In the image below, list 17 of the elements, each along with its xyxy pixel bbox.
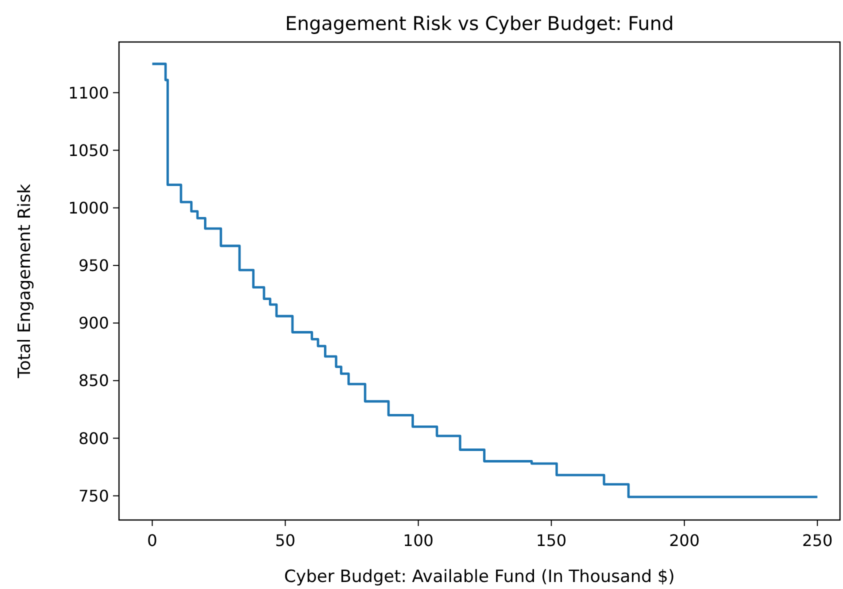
y-tick-label: 1050 — [68, 140, 109, 160]
chart-title: Engagement Risk vs Cyber Budget: Fund — [285, 13, 674, 35]
y-tick-label: 1100 — [68, 83, 109, 102]
x-tick-label: 150 — [536, 531, 567, 550]
y-tick-label: 800 — [78, 428, 109, 448]
x-tick-label: 250 — [802, 531, 833, 550]
x-tick-label: 0 — [147, 531, 158, 550]
y-axis-title: Total Engagement Risk — [15, 184, 35, 380]
y-tick-label: 1000 — [68, 198, 109, 218]
x-tick-label: 50 — [275, 531, 296, 550]
y-tick-label: 900 — [78, 314, 109, 333]
x-tick-label: 200 — [669, 531, 700, 550]
y-tick-label: 850 — [78, 371, 109, 390]
x-tick-label: 100 — [403, 531, 434, 550]
y-tick-label: 950 — [78, 256, 109, 276]
y-tick-label: 750 — [78, 486, 109, 506]
x-axis-title: Cyber Budget: Available Fund (In Thousand $) — [284, 567, 675, 587]
